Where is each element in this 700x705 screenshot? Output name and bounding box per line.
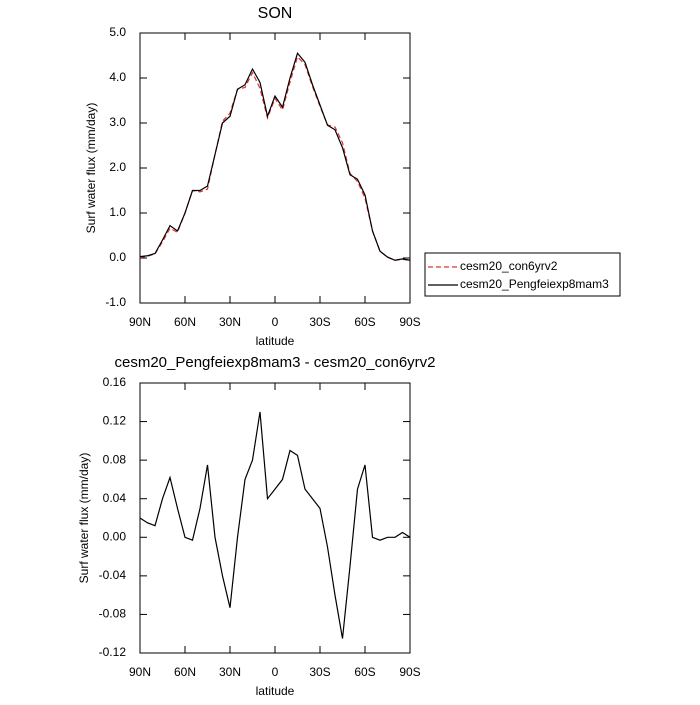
y-tick-label: 0.12	[103, 414, 127, 428]
y-tick-label: -0.08	[99, 607, 127, 621]
data-line	[139, 52, 411, 261]
x-tick-label: 60N	[174, 665, 196, 679]
y-tick-label: 0.16	[103, 375, 127, 389]
x-tick-label: 30N	[219, 315, 241, 329]
x-tick-label: 0	[272, 315, 279, 329]
x-tick-label: 0	[272, 665, 279, 679]
data-line	[139, 411, 411, 639]
x-tick-label: 30N	[219, 665, 241, 679]
x-axis-label: latitude	[256, 334, 295, 348]
legend-label: cesm20_con6yrv2	[460, 259, 558, 273]
x-axis-label: latitude	[256, 684, 295, 698]
chart-title: SON	[258, 5, 293, 22]
x-tick-label: 60S	[354, 665, 375, 679]
data-line	[139, 55, 411, 261]
plot-frame	[139, 32, 411, 304]
y-tick-label: -0.04	[99, 568, 127, 582]
x-tick-label: 30S	[309, 315, 330, 329]
legend-label: cesm20_Pengfeiexp8mam3	[460, 277, 609, 291]
x-tick-label: 90S	[399, 665, 420, 679]
y-tick-label: 4.0	[109, 70, 126, 84]
y-tick-label: 0.04	[103, 491, 127, 505]
y-axis-label: Surf water flux (mm/day)	[84, 103, 98, 234]
x-tick-label: 60N	[174, 315, 196, 329]
y-tick-label: 3.0	[109, 115, 126, 129]
chart-title: cesm20_Pengfeiexp8mam3 - cesm20_con6yrv2	[115, 354, 436, 371]
x-tick-label: 60S	[354, 315, 375, 329]
x-tick-label: 90S	[399, 315, 420, 329]
y-tick-label: 0.08	[103, 452, 127, 466]
legend-box	[424, 252, 621, 297]
y-tick-label: 0.00	[103, 529, 127, 543]
x-tick-label: 30S	[309, 665, 330, 679]
x-tick-label: 90N	[129, 315, 151, 329]
y-tick-label: 0.0	[109, 250, 126, 264]
x-tick-label: 90N	[129, 665, 151, 679]
y-tick-label: -1.0	[105, 295, 126, 309]
y-tick-label: -0.12	[99, 645, 127, 659]
y-axis-label: Surf water flux (mm/day)	[77, 453, 91, 584]
y-tick-label: 2.0	[109, 160, 126, 174]
y-tick-label: 1.0	[109, 205, 126, 219]
y-tick-label: 5.0	[109, 25, 126, 39]
